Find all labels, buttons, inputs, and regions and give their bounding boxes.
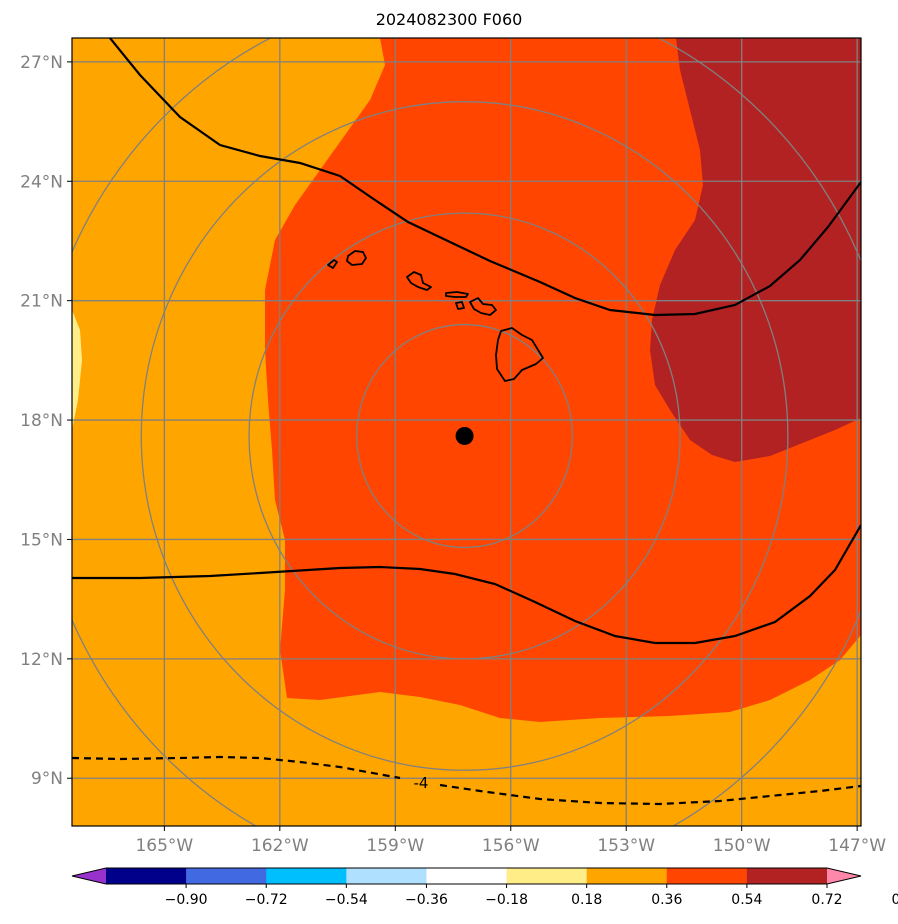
map-axes: 27°N 24°N 21°N 18°N 15°N 12°N 9°N 165°W 162°W 159… <box>20 53 886 856</box>
hawaiian-islands <box>327 250 544 382</box>
colorbar-segment <box>586 868 668 884</box>
island-kauai <box>346 250 367 266</box>
colorbar-outline <box>71 867 862 885</box>
colorbar-tick-label: −0.72 <box>245 892 288 908</box>
lon-tick-label: 165°W <box>135 836 193 856</box>
island-lanai <box>455 301 465 310</box>
colorbar: −0.90 −0.72 −0.54 −0.36 −0.18 0.18 0.36 0.54 0.7… <box>71 867 898 908</box>
lon-tick-label: 159°W <box>366 836 424 856</box>
field-band-yellow <box>72 310 82 430</box>
lon-tick-label: 153°W <box>597 836 655 856</box>
storm-center-marker <box>455 426 474 445</box>
colorbar-tick-label: −0.54 <box>325 892 368 908</box>
island-hawaii <box>495 327 544 382</box>
colorbar-segment <box>106 868 187 884</box>
contour-label: -4 <box>414 774 429 792</box>
colorbar-segment <box>666 868 748 884</box>
colorbar-tick-label: 0.90 <box>892 892 898 908</box>
lon-tick-label: 156°W <box>482 836 540 856</box>
colorbar-segment <box>506 868 588 884</box>
map-panel: -4 <box>72 38 861 826</box>
lat-tick-label: 24°N <box>20 172 63 192</box>
lat-tick-label: 12°N <box>20 650 63 670</box>
colorbar-extend-low <box>72 868 106 884</box>
colorbar-tick-label: −0.36 <box>405 892 448 908</box>
colorbar-extend-high <box>827 868 861 884</box>
lon-tick-label: 147°W <box>828 836 886 856</box>
colorbar-segment <box>186 868 267 884</box>
lat-tick-label: 18°N <box>20 411 63 431</box>
colorbar-segment <box>346 868 427 884</box>
range-ring <box>140 101 789 771</box>
range-ring <box>356 323 573 549</box>
colorbar-segment <box>266 868 347 884</box>
colorbar-tick-label: −0.18 <box>485 892 528 908</box>
contour-line-south <box>72 524 861 645</box>
island-molokai <box>445 291 469 298</box>
colorbar-tick-label: 0.54 <box>731 892 762 908</box>
lat-tick-label: 21°N <box>20 292 63 312</box>
contour-line-dashed <box>72 755 861 806</box>
colorbar-tick-label: 0.36 <box>651 892 682 908</box>
map-title: 2024082300 F060 <box>375 10 523 29</box>
lat-tick-label: 27°N <box>20 53 63 73</box>
island-niihau <box>327 259 338 269</box>
contour-line-north <box>109 38 861 317</box>
colorbar-segment <box>746 868 828 884</box>
map-frame <box>71 37 862 827</box>
lon-tick-label: 150°W <box>713 836 771 856</box>
colorbar-segment <box>426 868 508 884</box>
island-oahu <box>406 271 432 291</box>
lon-tick-label: 162°W <box>251 836 309 856</box>
colorbar-tick-label: −0.90 <box>165 892 208 908</box>
colorbar-tick-label: 0.18 <box>571 892 602 908</box>
island-maui <box>469 297 497 316</box>
gridlines <box>72 38 861 826</box>
lat-tick-label: 9°N <box>31 769 63 789</box>
colorbar-tick-label: 0.72 <box>811 892 842 908</box>
field-band-dark-red <box>650 38 861 462</box>
lat-tick-label: 15°N <box>20 530 63 550</box>
